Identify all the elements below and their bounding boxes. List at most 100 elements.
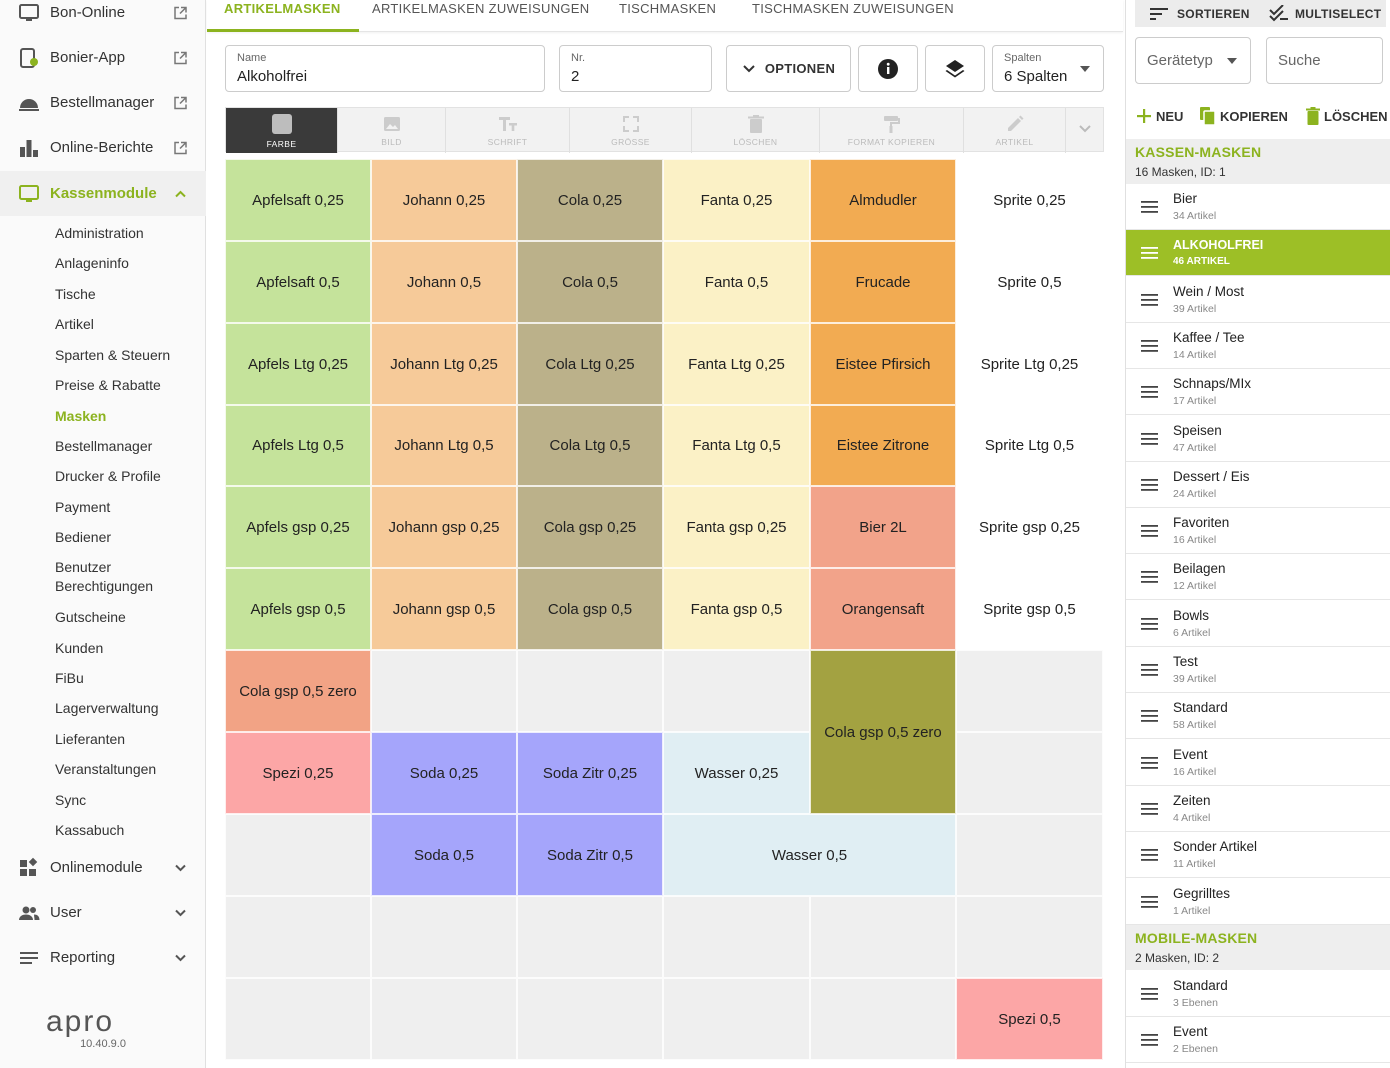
empty-grid-cell[interactable] bbox=[225, 896, 371, 978]
article-cell[interactable]: Apfels Ltg 0,5 bbox=[225, 405, 371, 486]
sidebar-subitem[interactable]: Bestellmanager bbox=[55, 438, 153, 454]
sidebar-item-bon-online[interactable]: Bon-Online bbox=[0, 0, 206, 35]
article-cell[interactable]: Spezi 0,5 bbox=[956, 978, 1103, 1060]
sidebar-subitem[interactable]: Payment bbox=[55, 499, 111, 515]
drag-handle-icon[interactable] bbox=[1141, 617, 1158, 630]
mask-list-item[interactable]: Event 2 Ebenen bbox=[1126, 1017, 1390, 1064]
multiselect-button[interactable]: MULTISELECT bbox=[1261, 0, 1386, 27]
empty-grid-cell[interactable] bbox=[517, 896, 663, 978]
empty-grid-cell[interactable] bbox=[663, 978, 810, 1060]
article-cell[interactable]: Sprite gsp 0,5 bbox=[956, 568, 1103, 650]
article-cell[interactable]: Eistee Pfirsich bbox=[810, 323, 956, 405]
article-cell[interactable]: Apfels gsp 0,5 bbox=[225, 568, 371, 650]
tab-tischmasken-zuweisungen[interactable]: TISCHMASKEN ZUWEISUNGEN bbox=[752, 0, 954, 32]
mask-list-item[interactable]: Bowls 6 Artikel bbox=[1126, 601, 1390, 647]
sidebar-subitem[interactable]: Kunden bbox=[55, 640, 104, 656]
sidebar-item-onlinemodule[interactable]: Onlinemodule bbox=[0, 845, 206, 890]
article-cell[interactable]: Johann 0,25 bbox=[371, 159, 517, 241]
article-cell[interactable]: Fanta Ltg 0,25 bbox=[663, 323, 810, 405]
drag-handle-icon[interactable] bbox=[1141, 849, 1158, 861]
sidebar-item-kassenmodule[interactable]: Kassenmodule bbox=[0, 171, 206, 216]
sidebar-subitem[interactable]: FiBu bbox=[55, 670, 84, 686]
article-cell[interactable]: Wasser 0,25 bbox=[663, 732, 810, 814]
drag-handle-icon[interactable] bbox=[1141, 386, 1158, 398]
sidebar-subitem[interactable]: Tische bbox=[55, 286, 96, 302]
drag-handle-icon[interactable] bbox=[1141, 756, 1158, 769]
article-cell[interactable]: Cola gsp 0,5 zero bbox=[810, 650, 956, 814]
sidebar-subitem[interactable]: Masken bbox=[55, 408, 107, 424]
article-cell[interactable]: Sprite Ltg 0,25 bbox=[956, 323, 1103, 405]
sidebar-subitem[interactable]: Gutscheine bbox=[55, 609, 126, 625]
empty-grid-cell[interactable] bbox=[956, 732, 1103, 814]
article-cell[interactable]: Apfelsaft 0,5 bbox=[225, 241, 371, 323]
article-cell[interactable]: Fanta 0,25 bbox=[663, 159, 810, 241]
article-cell[interactable]: Cola Ltg 0,25 bbox=[517, 323, 663, 405]
options-button[interactable]: OPTIONEN bbox=[726, 45, 851, 92]
article-cell[interactable]: Apfels gsp 0,25 bbox=[225, 486, 371, 568]
sidebar-item-bonier-app[interactable]: Bonier-App bbox=[0, 35, 206, 80]
article-cell[interactable]: Fanta gsp 0,25 bbox=[663, 486, 810, 568]
article-cell[interactable]: Soda 0,5 bbox=[371, 814, 517, 896]
sidebar-item-reporting[interactable]: Reporting bbox=[0, 935, 206, 980]
empty-grid-cell[interactable] bbox=[371, 978, 517, 1060]
sidebar-subitem[interactable]: Kassabuch bbox=[55, 822, 125, 838]
sidebar-item-bestellmanager-app[interactable]: Bestellmanager bbox=[0, 80, 206, 125]
drag-handle-icon[interactable] bbox=[1141, 571, 1158, 584]
drag-handle-icon[interactable] bbox=[1141, 525, 1158, 537]
mask-list-item[interactable]: Beilagen 12 Artikel bbox=[1126, 554, 1390, 601]
mask-list-item[interactable]: Standard 3 Ebenen bbox=[1126, 971, 1390, 1017]
article-cell[interactable]: Cola 0,25 bbox=[517, 159, 663, 241]
article-cell[interactable]: Soda Zitr 0,5 bbox=[517, 814, 663, 896]
article-cell[interactable]: Sprite Ltg 0,5 bbox=[956, 405, 1103, 486]
sortieren-button[interactable]: SORTIEREN bbox=[1135, 0, 1261, 27]
mask-list-item[interactable]: Favoriten 16 Artikel bbox=[1126, 508, 1390, 555]
tool-schrift[interactable]: SCHRIFT bbox=[446, 108, 570, 153]
sidebar-subitem[interactable]: Administration bbox=[55, 225, 144, 241]
article-cell[interactable]: Johann Ltg 0,5 bbox=[371, 405, 517, 486]
tool-artikel[interactable]: ARTIKEL bbox=[964, 108, 1066, 153]
search-input[interactable]: Suche bbox=[1266, 37, 1383, 84]
empty-grid-cell[interactable] bbox=[810, 978, 956, 1060]
mask-list-item[interactable]: Gegrilltes 1 Artikel bbox=[1126, 879, 1390, 925]
tool-loeschen[interactable]: LÖSCHEN bbox=[692, 108, 820, 153]
mask-list-item[interactable]: Dessert / Eis 24 Artikel bbox=[1126, 462, 1390, 508]
article-cell[interactable]: Soda 0,25 bbox=[371, 732, 517, 814]
sidebar-subitem[interactable]: Bediener bbox=[55, 529, 112, 545]
sidebar-subitem[interactable]: Lagerverwaltung bbox=[55, 700, 159, 716]
drag-handle-icon[interactable] bbox=[1141, 247, 1158, 260]
mask-list-item[interactable]: ALKOHOLFREI 46 ARTIKEL bbox=[1126, 230, 1390, 277]
layers-button[interactable] bbox=[925, 45, 985, 92]
mask-list-item[interactable]: Event 16 Artikel bbox=[1126, 740, 1390, 786]
article-cell[interactable]: Spezi 0,25 bbox=[225, 732, 371, 814]
empty-grid-cell[interactable] bbox=[956, 814, 1103, 896]
drag-handle-icon[interactable] bbox=[1141, 201, 1158, 213]
drag-handle-icon[interactable] bbox=[1141, 339, 1158, 352]
article-cell[interactable]: Apfelsaft 0,25 bbox=[225, 159, 371, 241]
empty-grid-cell[interactable] bbox=[225, 978, 371, 1060]
mask-list-item[interactable]: Bier 34 Artikel bbox=[1126, 184, 1390, 230]
tab-tischmasken[interactable]: TISCHMASKEN bbox=[619, 0, 716, 32]
article-cell[interactable]: Sprite 0,25 bbox=[956, 159, 1103, 241]
tab-artikelmasken-zuweisungen[interactable]: ARTIKELMASKEN ZUWEISUNGEN bbox=[372, 0, 589, 32]
drag-handle-icon[interactable] bbox=[1141, 895, 1158, 908]
empty-grid-cell[interactable] bbox=[810, 896, 956, 978]
empty-grid-cell[interactable] bbox=[663, 650, 810, 732]
tool-bild[interactable]: BILD bbox=[338, 108, 446, 153]
empty-grid-cell[interactable] bbox=[517, 650, 663, 732]
sidebar-subitem[interactable]: Benutzer Berechtigungen bbox=[55, 559, 154, 594]
mask-list-item[interactable]: Schnaps/MIx 17 Artikel bbox=[1126, 369, 1390, 416]
mask-list-item[interactable]: Test 39 Artikel bbox=[1126, 647, 1390, 693]
loeschen-button[interactable]: LÖSCHEN bbox=[1306, 104, 1388, 128]
article-cell[interactable]: Sprite gsp 0,25 bbox=[956, 486, 1103, 568]
article-cell[interactable]: Wasser 0,5 bbox=[663, 814, 956, 896]
sidebar-item-user[interactable]: User bbox=[0, 890, 206, 935]
sidebar-subitem[interactable]: Sync bbox=[55, 792, 87, 808]
mask-list-item[interactable]: Zeiten 4 Artikel bbox=[1126, 786, 1390, 832]
article-cell[interactable]: Apfels Ltg 0,25 bbox=[225, 323, 371, 405]
article-cell[interactable]: Johann 0,5 bbox=[371, 241, 517, 323]
empty-grid-cell[interactable] bbox=[956, 896, 1103, 978]
drag-handle-icon[interactable] bbox=[1141, 432, 1158, 445]
spalten-select[interactable]: Spalten 6 Spalten bbox=[992, 45, 1104, 92]
sidebar-subitem[interactable]: Drucker & Profile bbox=[55, 468, 161, 484]
empty-grid-cell[interactable] bbox=[663, 896, 810, 978]
